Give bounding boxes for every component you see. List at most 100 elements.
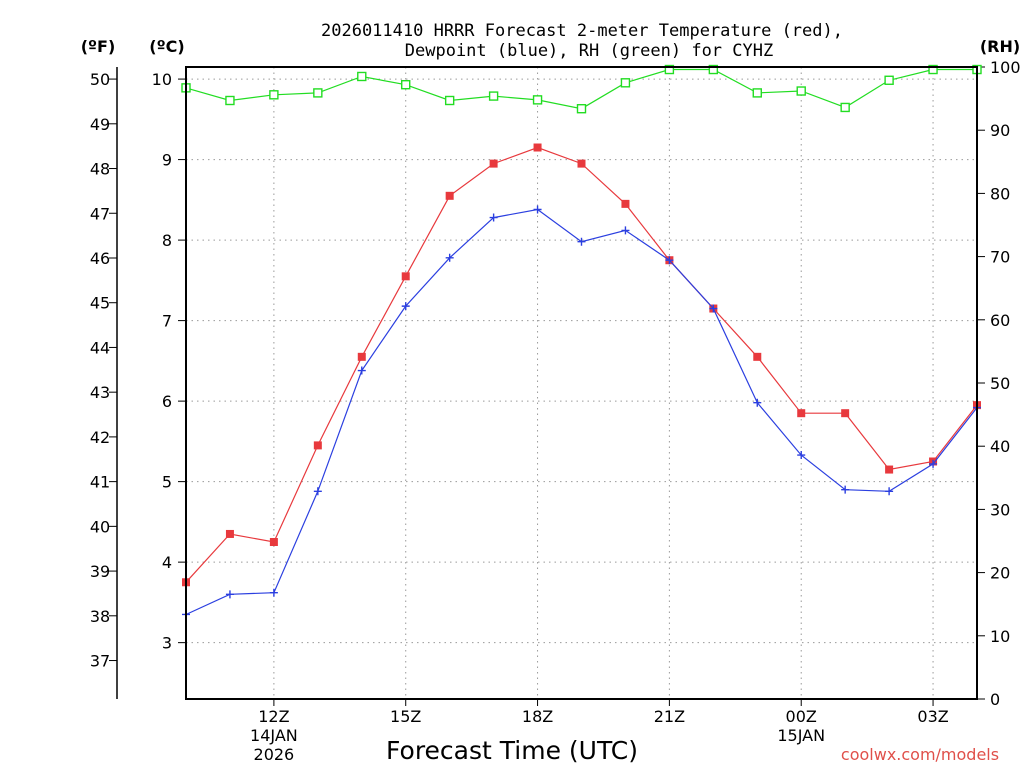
date-label: 15JAN <box>777 726 825 745</box>
dewpoint-point <box>709 304 718 313</box>
rh-point <box>796 86 806 96</box>
dewpoint-point <box>269 588 278 597</box>
fahrenheit-tick-label: 49 <box>90 115 110 134</box>
celsius-tick-label: 6 <box>162 392 172 411</box>
dewpoint-point <box>577 237 586 246</box>
temperature-point <box>269 538 278 547</box>
plot-frame <box>185 66 978 700</box>
rh-point <box>884 75 894 85</box>
temperature-line <box>185 146 978 583</box>
dewpoint-point <box>357 366 366 375</box>
rh-point <box>444 95 455 106</box>
temperature-point <box>225 529 234 538</box>
time-tick-label: 15Z <box>390 707 421 726</box>
chart-title-line2: Dewpoint (blue), RH (green) for CYHZ <box>405 41 773 61</box>
rh-tick-label: 80 <box>990 184 1010 203</box>
dewpoint-point <box>841 485 850 494</box>
data-series <box>181 64 982 619</box>
dewpoint-point <box>621 226 630 235</box>
fahrenheit-tick-label: 46 <box>90 249 110 268</box>
rh-tick-label: 70 <box>990 248 1010 267</box>
celsius-tick-label: 3 <box>162 634 172 653</box>
rh-point <box>313 88 323 98</box>
rh-axis: 0 10 20 30 40 50 60 70 80 90 100 <box>977 58 1021 709</box>
year-label: 2026 <box>254 745 295 764</box>
dewpoint-point <box>929 459 938 468</box>
fahrenheit-axis: 37 38 39 40 41 42 43 44 45 46 47 48 49 50 <box>90 67 118 699</box>
temperature-point <box>313 441 322 450</box>
date-label: 14JAN <box>250 726 298 745</box>
temperature-point <box>797 409 806 418</box>
celsius-tick-label: 8 <box>162 231 172 250</box>
rh-point <box>225 95 235 106</box>
rh-point <box>488 91 499 101</box>
time-tick-label: 03Z <box>917 707 948 726</box>
rh-tick-label: 40 <box>990 437 1010 456</box>
rh-point <box>708 64 719 75</box>
rh-tick-label: 100 <box>990 58 1021 77</box>
rh-tick-label: 10 <box>990 627 1010 646</box>
rh-point <box>269 90 279 100</box>
fahrenheit-tick-label: 50 <box>90 70 110 89</box>
dewpoint-point <box>533 205 542 214</box>
time-tick-label: 12Z <box>258 707 289 726</box>
rh-point <box>357 71 367 82</box>
rh-point <box>620 78 631 88</box>
dewpoint-point <box>313 487 322 496</box>
x-axis-title: Forecast Time (UTC) <box>386 736 638 765</box>
rh-tick-label: 50 <box>990 374 1010 393</box>
unit-celsius-label: (ºC) <box>149 37 184 56</box>
rh-tick-label: 60 <box>990 311 1010 330</box>
temperature-point <box>841 409 850 418</box>
celsius-tick-label: 10 <box>152 70 172 89</box>
dewpoint-point <box>797 451 806 460</box>
temperature-point <box>577 159 586 168</box>
fahrenheit-tick-label: 45 <box>90 294 110 313</box>
rh-tick-label: 0 <box>990 690 1000 709</box>
chart-title-line1: 2026011410 HRRR Forecast 2-meter Tempera… <box>321 21 843 41</box>
fahrenheit-tick-label: 48 <box>90 160 110 179</box>
fahrenheit-tick-label: 39 <box>90 562 110 581</box>
rh-tick-label: 30 <box>990 500 1010 519</box>
time-tick-label: 00Z <box>786 707 817 726</box>
temperature-point <box>533 143 542 152</box>
celsius-axis: 3 4 5 6 7 8 9 10 <box>152 70 186 653</box>
gridlines <box>186 67 977 699</box>
fahrenheit-tick-label: 42 <box>90 428 110 447</box>
time-tick-label: 21Z <box>654 707 685 726</box>
rh-point <box>401 79 411 90</box>
rh-tick-label: 90 <box>990 121 1010 140</box>
fahrenheit-tick-label: 38 <box>90 607 110 626</box>
celsius-tick-label: 9 <box>162 151 172 170</box>
rh-point <box>928 64 938 75</box>
fahrenheit-tick-label: 43 <box>90 383 110 402</box>
unit-fahrenheit-label: (ºF) <box>81 37 116 56</box>
fahrenheit-tick-label: 47 <box>90 204 110 223</box>
dewpoint-point <box>885 487 894 496</box>
fahrenheit-tick-label: 41 <box>90 473 110 492</box>
temperature-point <box>489 159 498 168</box>
fahrenheit-tick-label: 37 <box>90 652 110 671</box>
rh-point <box>576 104 587 114</box>
celsius-tick-label: 7 <box>162 312 172 331</box>
dewpoint-point <box>225 590 234 599</box>
dewpoint-point <box>401 302 410 311</box>
dewpoint-line <box>185 208 978 616</box>
temperature-point <box>621 199 630 208</box>
time-tick-label: 18Z <box>522 707 553 726</box>
rh-line <box>185 68 977 110</box>
unit-rh-label: (RH) <box>980 37 1020 56</box>
temperature-point <box>357 352 366 361</box>
temperature-point <box>445 191 454 200</box>
dewpoint-point <box>665 256 674 265</box>
fahrenheit-tick-label: 44 <box>90 338 110 357</box>
credit-label: coolwx.com/models <box>841 745 999 764</box>
celsius-tick-label: 5 <box>162 473 172 492</box>
rh-tick-label: 20 <box>990 564 1010 583</box>
rh-point <box>532 95 543 105</box>
celsius-tick-label: 4 <box>162 553 172 572</box>
dewpoint-point <box>489 213 498 222</box>
rh-point <box>752 88 762 98</box>
